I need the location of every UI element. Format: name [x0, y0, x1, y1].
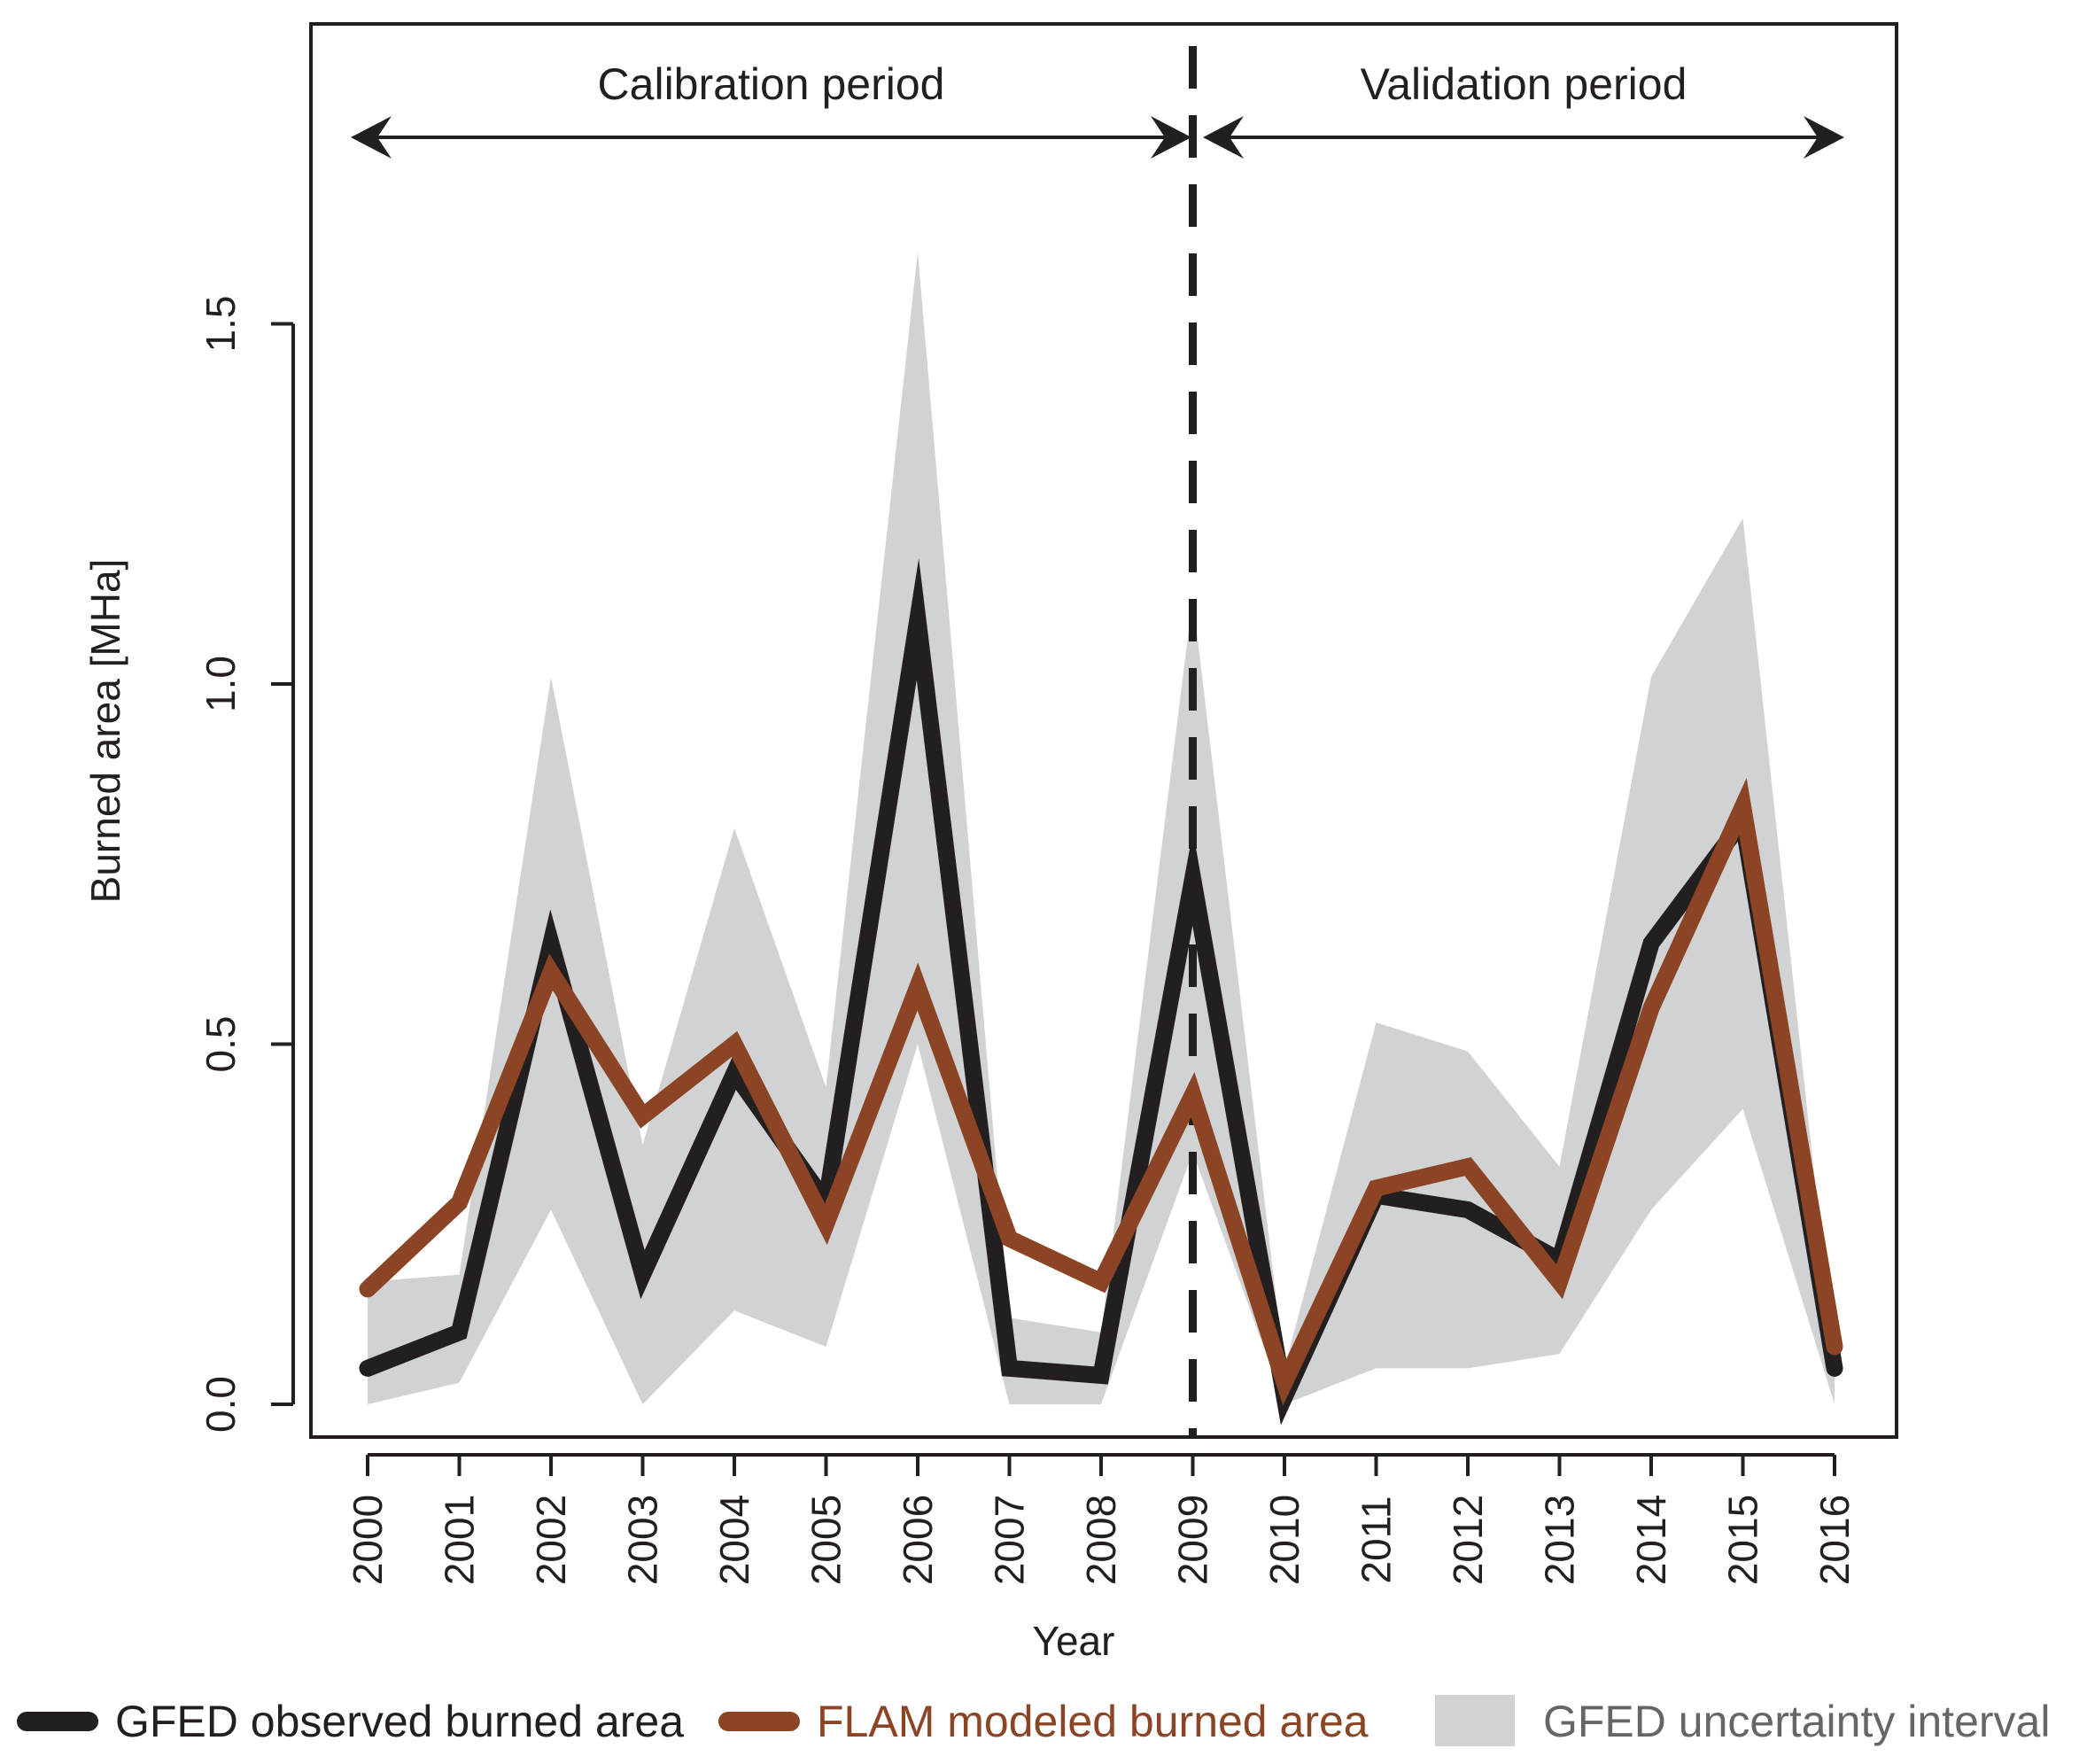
data-point: [1833, 1366, 1836, 1371]
legend-swatch: [1435, 1695, 1515, 1746]
data-point: [1649, 941, 1653, 945]
data-point: [1191, 1092, 1195, 1097]
data-point: [640, 1114, 645, 1118]
data-point: [1007, 1237, 1012, 1241]
period-annotations: Calibration period Validation period: [351, 59, 1844, 159]
period-label: Validation period: [1361, 59, 1687, 109]
data-point: [366, 1366, 369, 1371]
validation-annotation: Validation period: [1203, 59, 1844, 159]
legend-label: GFED observed burned area: [115, 1697, 684, 1746]
legend-label: FLAM modeled burned area: [817, 1697, 1369, 1746]
data-point: [1374, 1186, 1378, 1191]
data-point: [733, 1042, 736, 1046]
x-tick-label: 2005: [803, 1495, 850, 1585]
series-layer: [359, 558, 1843, 1426]
arrow-head: [351, 116, 392, 159]
data-point: [549, 970, 553, 975]
x-tick-label: 2003: [620, 1495, 666, 1585]
data-point: [1099, 1373, 1103, 1378]
x-tick-label: 2014: [1628, 1495, 1674, 1585]
arrow-head: [1804, 116, 1844, 159]
y-axis-label: Burned area [MHa]: [82, 559, 128, 904]
calibration-annotation: Calibration period: [351, 59, 1191, 159]
x-tick-label: 2013: [1537, 1495, 1583, 1585]
data-point: [640, 1272, 645, 1277]
data-point: [457, 1330, 462, 1334]
data-point: [366, 1286, 369, 1291]
uncertainty-band-layer: [368, 252, 1835, 1405]
data-point: [1741, 804, 1745, 809]
y-axis: 0.0 0.5 1.0 1.5: [198, 296, 295, 1433]
arrow-head: [1151, 116, 1191, 159]
data-point: [916, 984, 919, 989]
legend-label: GFED uncertainty interval: [1543, 1697, 2050, 1746]
data-point: [1557, 1279, 1562, 1284]
y-tick-label: 1.0: [198, 656, 244, 712]
y-tick-label: 1.5: [198, 296, 244, 353]
x-tick-label: 2015: [1720, 1495, 1766, 1585]
x-tick-label: 2004: [711, 1495, 757, 1585]
x-tick-label: 2007: [987, 1495, 1033, 1585]
legend-item: GFED uncertainty interval: [1435, 1695, 2050, 1746]
data-point: [916, 617, 919, 621]
arrow-head: [1203, 116, 1244, 159]
x-axis: 2000 2001 2002 2003 2004 2005 2006 2007 2008 2009…: [345, 1453, 1858, 1585]
legend: GFED observed burned area FLAM modeled bu…: [17, 1695, 2050, 1746]
data-point: [1833, 1344, 1836, 1348]
x-tick-label: 2001: [437, 1495, 483, 1585]
data-point: [1649, 1006, 1653, 1010]
x-tick-label: 2008: [1078, 1495, 1124, 1585]
x-tick-label: 2000: [345, 1495, 391, 1585]
x-tick-label: 2012: [1445, 1495, 1491, 1585]
data-point: [824, 1222, 828, 1226]
data-point: [1007, 1366, 1012, 1371]
y-tick-label: 0.0: [198, 1376, 244, 1433]
data-point: [1191, 876, 1195, 881]
x-tick-label: 2006: [895, 1495, 941, 1585]
uncertainty-band: [368, 252, 1835, 1405]
x-tick-label: 2010: [1261, 1495, 1307, 1585]
plot-frame: [309, 22, 1898, 1439]
legend-item: FLAM modeled burned area: [718, 1697, 1369, 1746]
y-tick-label: 0.5: [198, 1016, 244, 1073]
x-axis-label: Year: [1033, 1618, 1115, 1664]
period-label: Calibration period: [598, 59, 945, 109]
data-point: [1283, 1380, 1286, 1385]
data-point: [457, 1201, 462, 1205]
x-tick-label: 2009: [1170, 1495, 1216, 1585]
data-point: [733, 1071, 736, 1076]
data-point: [1099, 1279, 1103, 1284]
data-point: [549, 941, 553, 945]
data-point: [1466, 1164, 1470, 1169]
x-tick-label: 2002: [528, 1495, 574, 1585]
x-tick-label: 2016: [1812, 1495, 1858, 1585]
data-point: [1466, 1208, 1470, 1212]
legend-item: GFED observed burned area: [17, 1697, 684, 1746]
series-flam: [359, 778, 1843, 1406]
x-tick-label: 2011: [1354, 1496, 1400, 1584]
